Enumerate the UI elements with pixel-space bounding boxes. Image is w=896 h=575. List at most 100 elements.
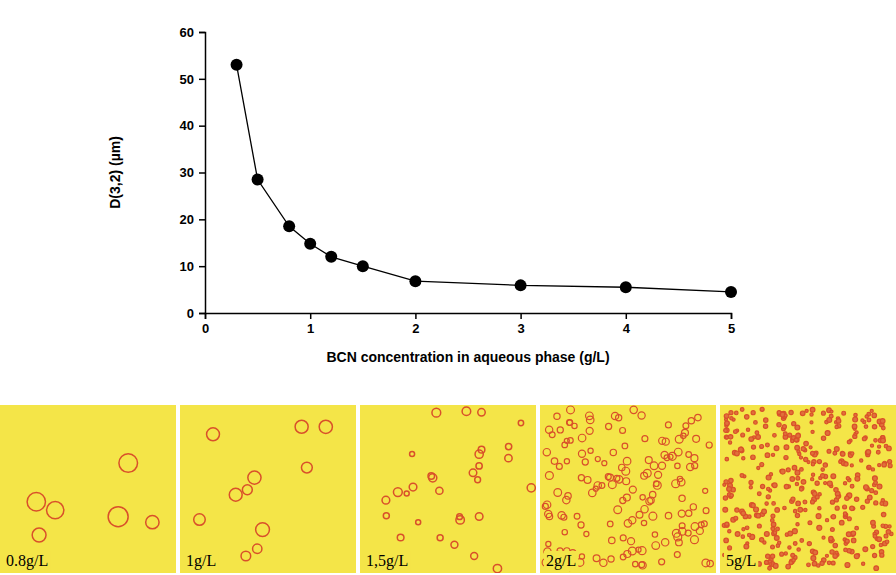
droplet <box>738 447 743 452</box>
droplet <box>586 427 593 434</box>
droplet <box>319 420 332 433</box>
micrograph: 5g/L <box>720 405 896 573</box>
droplet <box>810 407 815 412</box>
droplet <box>764 418 768 422</box>
droplet <box>574 513 580 519</box>
droplet <box>808 521 812 525</box>
droplet <box>432 408 441 417</box>
droplet <box>813 550 818 555</box>
tick: 5 <box>728 313 735 336</box>
tick-label: 10 <box>180 259 194 274</box>
droplet <box>811 430 814 433</box>
droplet <box>817 460 821 464</box>
droplet <box>675 463 680 468</box>
droplet <box>827 449 831 453</box>
droplet <box>846 477 849 480</box>
droplet <box>549 432 555 438</box>
droplet <box>567 406 575 414</box>
droplet <box>821 411 825 415</box>
droplet <box>877 445 880 448</box>
droplet <box>543 448 550 455</box>
tick-mark <box>520 313 522 319</box>
droplet <box>584 476 591 483</box>
tick-mark <box>199 313 205 315</box>
droplet <box>793 542 797 546</box>
droplet <box>636 511 643 518</box>
droplet <box>786 564 791 569</box>
droplet <box>551 458 557 464</box>
droplet <box>578 434 586 442</box>
droplet <box>796 433 801 438</box>
droplet <box>772 483 777 488</box>
droplet <box>809 446 812 449</box>
droplet <box>760 538 764 542</box>
axis-line <box>199 33 206 314</box>
droplet <box>620 535 626 541</box>
droplet <box>792 465 797 470</box>
droplet <box>436 487 443 494</box>
droplet <box>791 497 795 501</box>
droplet <box>851 538 856 543</box>
droplet <box>730 417 733 420</box>
droplet <box>792 559 795 562</box>
droplet <box>773 563 778 568</box>
droplet <box>835 506 839 510</box>
point <box>325 251 337 263</box>
droplet <box>851 452 854 455</box>
droplet <box>652 542 660 550</box>
droplet <box>774 536 779 541</box>
droplet <box>242 485 252 495</box>
droplet <box>762 509 767 514</box>
droplet <box>811 500 815 504</box>
droplet <box>862 437 866 441</box>
droplet <box>416 520 421 525</box>
droplet <box>751 411 755 415</box>
droplet <box>734 411 738 415</box>
droplet <box>600 559 607 566</box>
droplet <box>462 407 471 416</box>
droplet <box>253 544 262 553</box>
tick: 10 <box>180 259 205 274</box>
droplet <box>437 535 443 541</box>
droplet <box>695 414 701 420</box>
droplet <box>649 491 655 497</box>
droplet <box>740 408 744 412</box>
droplet <box>766 495 770 499</box>
droplet <box>834 447 839 452</box>
droplet <box>761 484 765 488</box>
droplet <box>599 483 605 489</box>
droplet <box>194 514 206 526</box>
droplet <box>831 561 835 565</box>
micrograph: 1g/L <box>180 405 356 573</box>
droplet <box>755 431 759 435</box>
droplet <box>624 520 631 527</box>
droplet <box>119 454 138 473</box>
droplet <box>865 415 868 418</box>
droplet <box>756 513 761 518</box>
droplet <box>801 480 806 485</box>
droplet <box>642 436 648 442</box>
droplet <box>784 552 787 555</box>
droplet <box>879 543 882 546</box>
droplet <box>478 409 485 416</box>
droplet <box>776 527 780 531</box>
tick-mark <box>199 32 205 34</box>
droplet <box>799 456 802 459</box>
droplet <box>675 435 683 443</box>
droplet <box>686 510 692 516</box>
droplet <box>588 448 593 453</box>
droplet <box>545 472 553 480</box>
droplet <box>874 491 878 495</box>
droplet <box>728 530 731 533</box>
droplet <box>775 508 780 513</box>
droplet <box>546 541 551 546</box>
droplet <box>609 537 615 543</box>
droplet <box>475 513 483 521</box>
droplet <box>870 489 874 493</box>
droplet <box>506 443 512 449</box>
droplet <box>773 434 777 438</box>
droplet <box>734 516 738 520</box>
droplet <box>383 513 389 519</box>
tick-label: 30 <box>180 165 194 180</box>
droplet <box>661 451 668 458</box>
